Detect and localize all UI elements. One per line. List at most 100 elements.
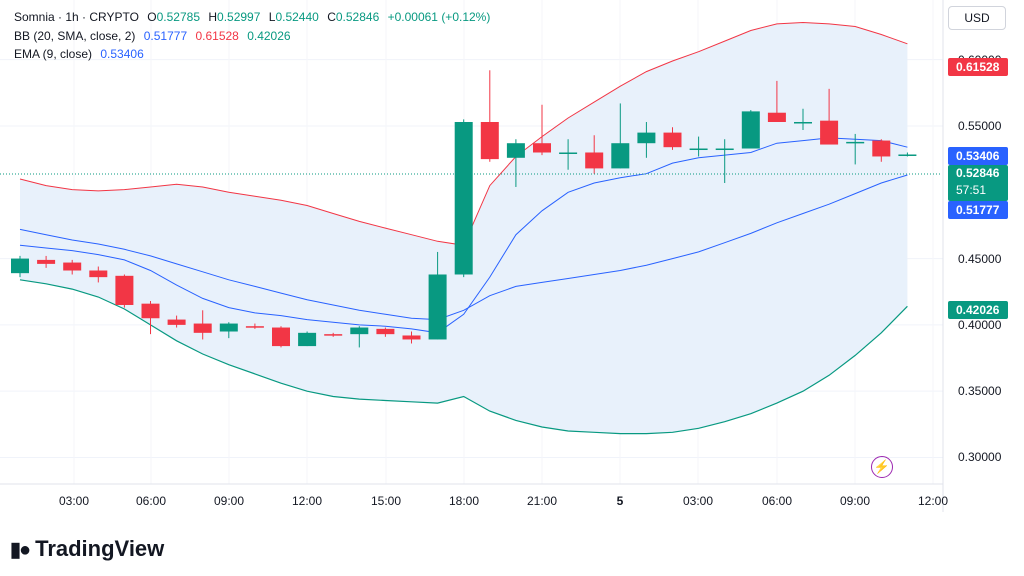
candle (245, 323, 264, 329)
candle (715, 139, 734, 183)
bar-countdown: 57:51 (956, 183, 987, 197)
currency-button[interactable]: USD (948, 6, 1006, 30)
tv-logo-icon: ▮● (10, 539, 31, 561)
candle (37, 255, 56, 268)
candle-body (559, 152, 578, 154)
time-tick-label: 06:00 (761, 494, 793, 508)
candle (663, 127, 682, 150)
candle-body (454, 121, 473, 275)
time-tick-label: 21:00 (526, 494, 558, 508)
candle (637, 121, 656, 158)
candle (324, 332, 343, 337)
candle (872, 139, 891, 162)
price-tick-label: 0.45000 (958, 251, 1002, 266)
price-tick-label: 0.40000 (958, 317, 1002, 332)
candle (794, 108, 812, 130)
bb-upper-value: 0.61528 (195, 29, 239, 43)
ema-line (19, 137, 908, 334)
candle (89, 266, 108, 283)
candle (376, 327, 395, 337)
ohlc-legend: Somnia · 1h · CRYPTO O0.52785 H0.52997 L… (14, 10, 495, 24)
open-value: O0.52785 (147, 10, 201, 24)
lightning-bolt-icon[interactable]: ⚡ (871, 456, 893, 478)
time-tick-label: 12:00 (291, 494, 323, 508)
candle (846, 133, 865, 165)
candle (428, 251, 447, 340)
candle-body (245, 326, 264, 328)
candle (767, 80, 786, 122)
time-tick-label: 03:00 (682, 494, 714, 508)
bb-lower-value: 0.42026 (247, 29, 291, 43)
candle (898, 152, 917, 157)
time-tick-label: 12:00 (917, 494, 949, 508)
candle (480, 70, 499, 162)
candle-body (298, 332, 317, 347)
last-price-value: 0.52846 (956, 166, 1000, 180)
bb-lower-line (19, 279, 908, 435)
candle-body (428, 274, 447, 340)
time-tick-label: 09:00 (839, 494, 871, 508)
candle (298, 331, 317, 347)
candle (585, 135, 604, 174)
candle (402, 331, 421, 344)
candle-body (115, 275, 134, 305)
candle (350, 326, 369, 348)
candle-body (480, 121, 499, 160)
candle (559, 139, 578, 170)
candle-body (324, 334, 343, 336)
bb-upper-price-tag: 0.61528 (948, 58, 1008, 76)
candle-body (741, 111, 760, 149)
time-tick-label: 03:00 (58, 494, 90, 508)
bb-basis-value: 0.51777 (143, 29, 188, 43)
candle (506, 139, 525, 187)
candle (611, 103, 630, 169)
bb-basis-price-tag: 0.51777 (948, 201, 1008, 219)
candle-body (350, 327, 369, 335)
bb-legend: BB (20, SMA, close, 2) 0.51777 0.61528 0… (14, 29, 296, 43)
price-tick-label: 0.55000 (958, 118, 1002, 133)
candle-body (167, 319, 186, 325)
change-value: +0.00061 (+0.12%) (387, 10, 491, 24)
candle-body (402, 335, 421, 340)
candle (272, 326, 290, 348)
candle-body (272, 327, 290, 347)
ema-legend-label: EMA (9, close) (14, 47, 93, 61)
candle (11, 255, 29, 278)
candle-body (663, 132, 682, 148)
candle-body (11, 258, 29, 274)
candle-body (37, 259, 56, 264)
time-tick-label: 09:00 (213, 494, 245, 508)
candle (193, 310, 212, 340)
bollinger-band-fill (20, 22, 908, 434)
time-tick-label: 18:00 (448, 494, 480, 508)
tradingview-logo[interactable]: ▮● TradingView (10, 536, 164, 562)
candle-body (585, 152, 604, 169)
symbol-label: Somnia · 1h · CRYPTO (14, 10, 139, 24)
bb-basis-line (19, 174, 908, 321)
candle-body (820, 120, 839, 145)
bb-lower-price-tag: 0.42026 (948, 301, 1008, 319)
candle-body (715, 148, 734, 151)
candle (115, 274, 134, 308)
candle-body (193, 323, 212, 333)
ema-legend: EMA (9, close) 0.53406 (14, 47, 149, 61)
price-tick-label: 0.35000 (958, 384, 1002, 399)
candle-body (794, 121, 812, 124)
candle (219, 322, 238, 339)
time-tick-label: 5 (616, 494, 624, 508)
time-tick-label: 06:00 (135, 494, 167, 508)
candle-body (506, 143, 525, 158)
price-tick-label: 0.30000 (958, 450, 1002, 465)
high-value: H0.52997 (208, 10, 261, 24)
ema-price-tag: 0.53406 (948, 147, 1008, 165)
candle (741, 110, 760, 149)
candle-body (637, 132, 656, 144)
candle (454, 119, 473, 278)
candle-body (219, 323, 238, 332)
candle (167, 315, 186, 328)
candles (11, 70, 917, 348)
candle (141, 301, 160, 335)
candle-body (872, 140, 891, 157)
candle-body (63, 262, 82, 271)
